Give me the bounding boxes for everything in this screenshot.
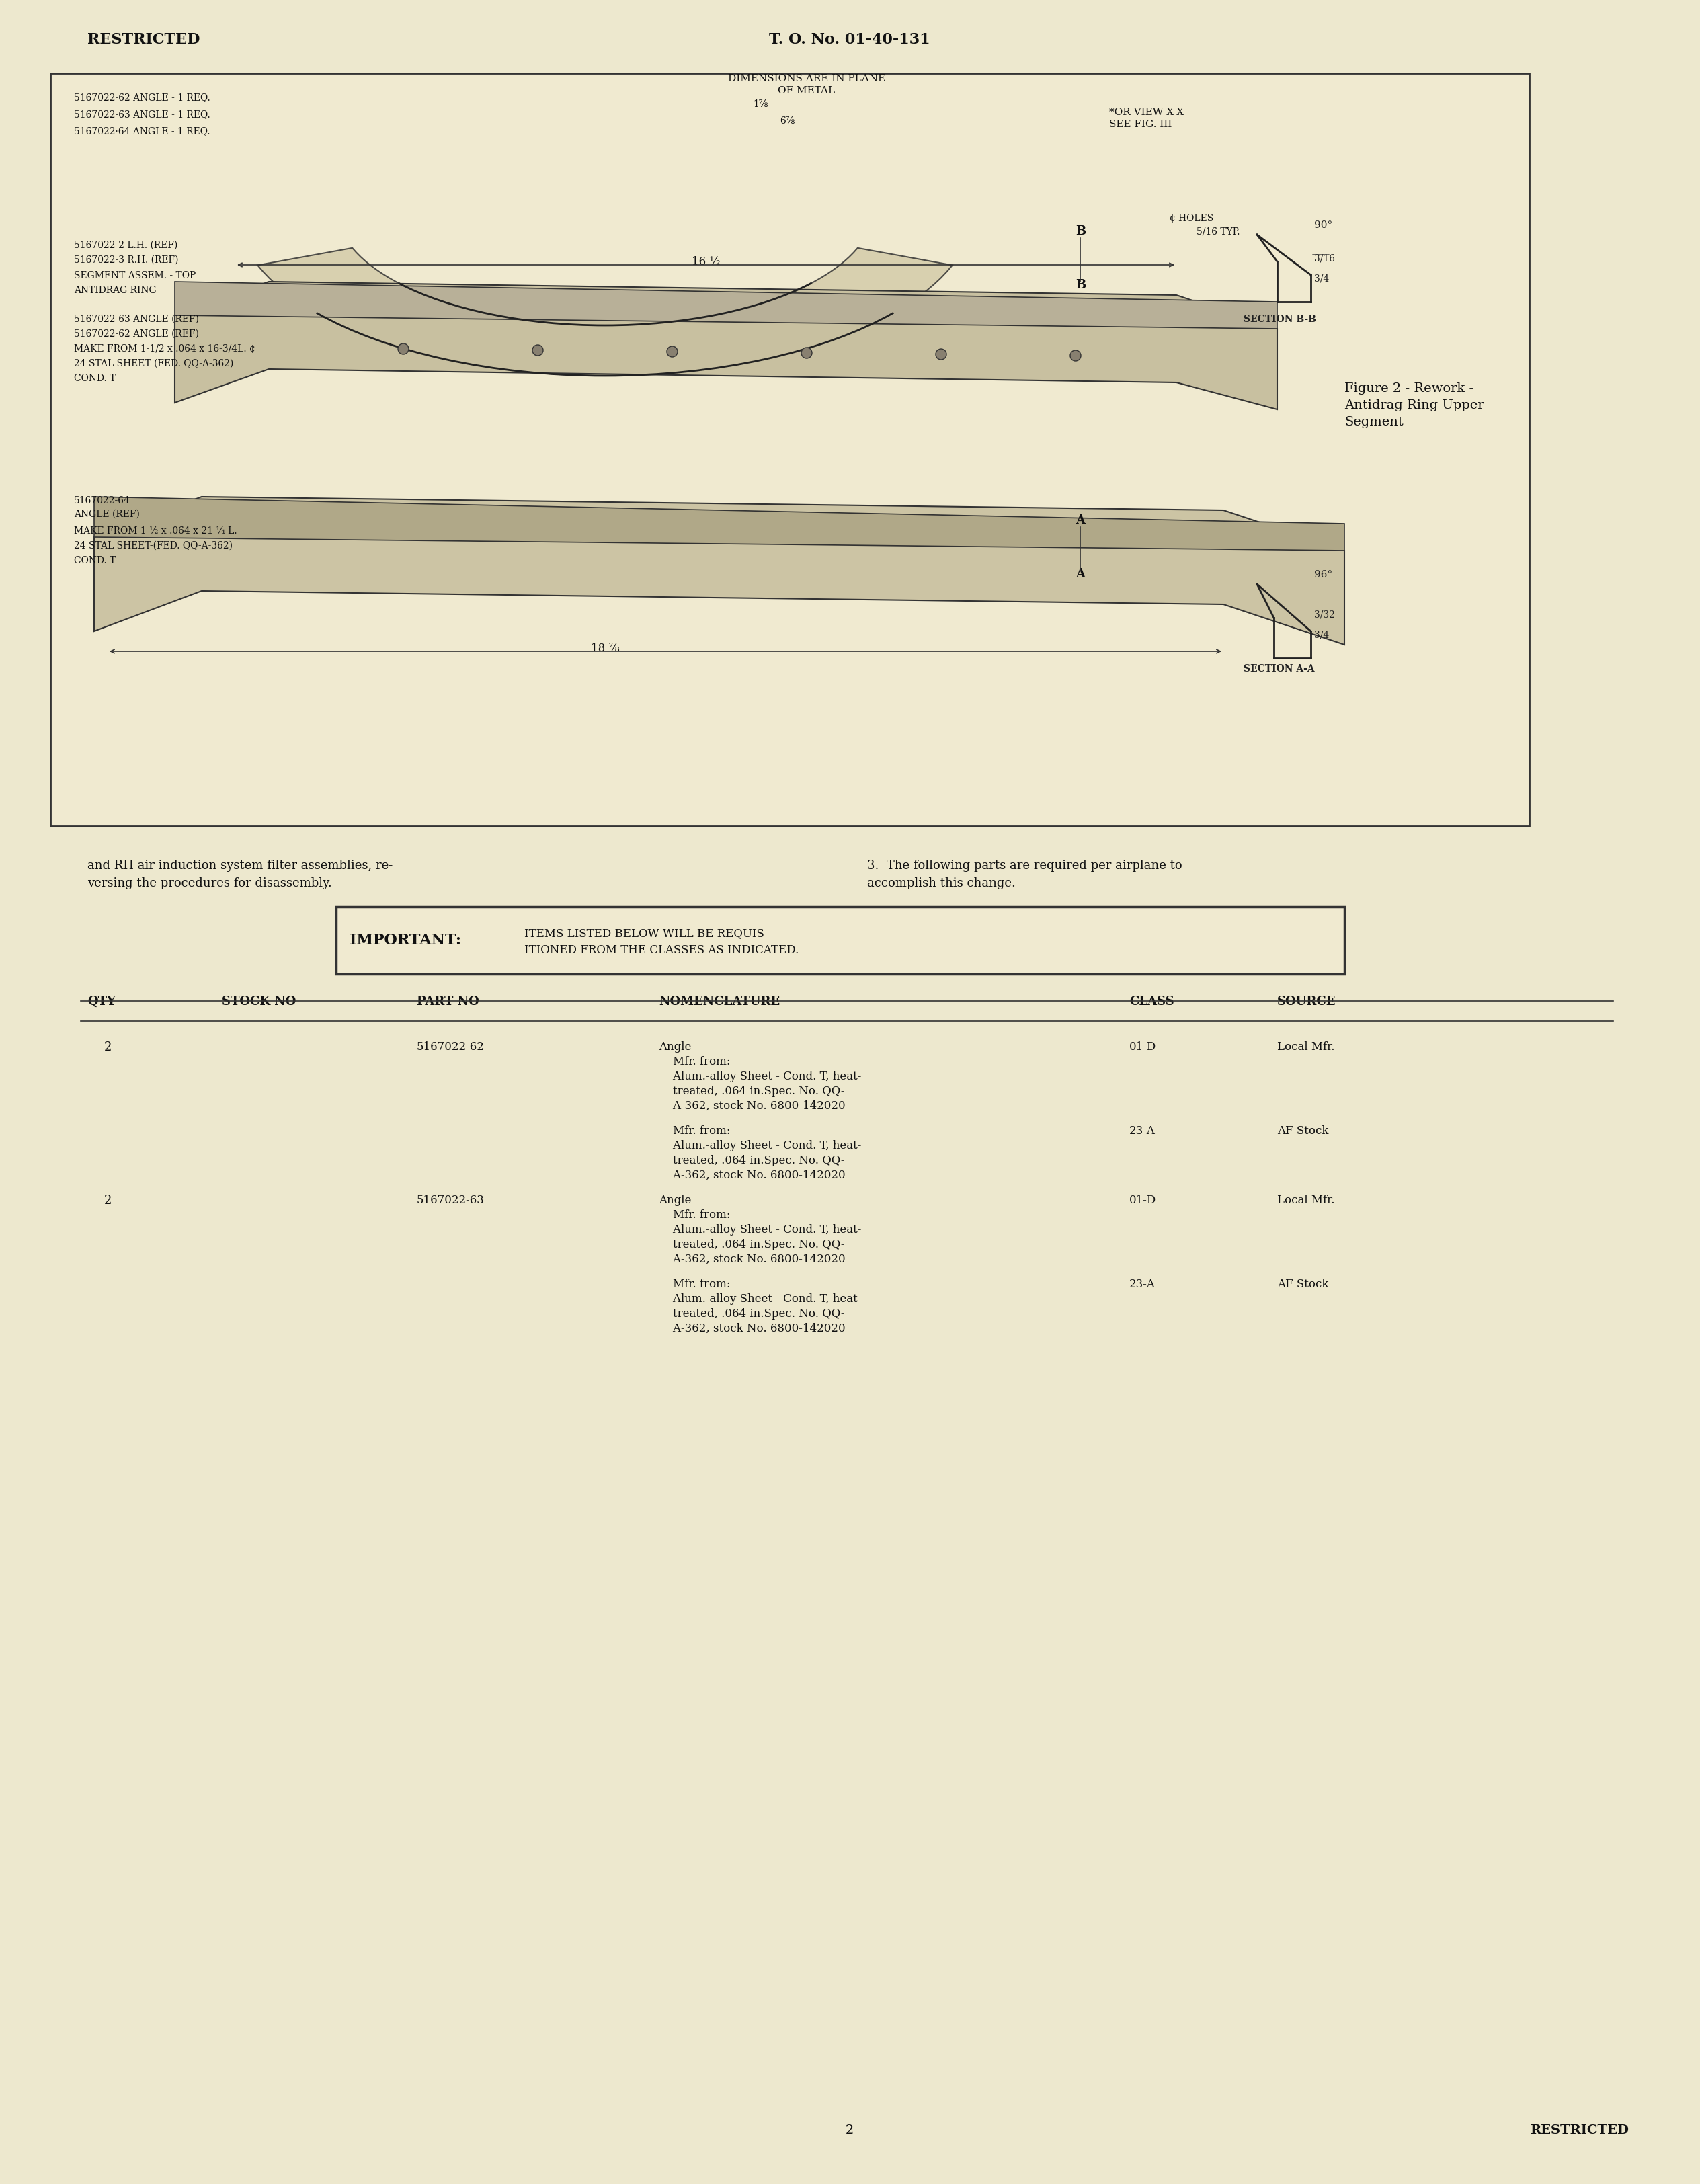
Text: 24 STAL SHEET-(FED. QQ-A-362): 24 STAL SHEET-(FED. QQ-A-362) xyxy=(73,542,233,550)
Text: 5167022-3 R.H. (REF): 5167022-3 R.H. (REF) xyxy=(73,256,178,264)
Text: 3/16: 3/16 xyxy=(1314,253,1334,264)
Text: Mfr. from:: Mfr. from: xyxy=(660,1057,731,1068)
Text: MAKE FROM 1-1/2 x .064 x 16-3/4L. ¢: MAKE FROM 1-1/2 x .064 x 16-3/4L. ¢ xyxy=(73,345,255,354)
Text: 5167022-2 L.H. (REF): 5167022-2 L.H. (REF) xyxy=(73,240,178,249)
Text: *OR VIEW X-X
SEE FIG. III: *OR VIEW X-X SEE FIG. III xyxy=(1108,107,1183,129)
Text: 2: 2 xyxy=(104,1042,112,1053)
Text: Alum.-alloy Sheet - Cond. T, heat-: Alum.-alloy Sheet - Cond. T, heat- xyxy=(660,1140,862,1151)
Text: 5167022-62 ANGLE - 1 REQ.: 5167022-62 ANGLE - 1 REQ. xyxy=(73,92,211,103)
Text: SECTION B-B: SECTION B-B xyxy=(1244,314,1316,323)
Text: and RH air induction system filter assemblies, re-
versing the procedures for di: and RH air induction system filter assem… xyxy=(87,860,393,889)
Text: IMPORTANT:: IMPORTANT: xyxy=(350,933,461,948)
Text: SECTION A-A: SECTION A-A xyxy=(1244,664,1314,673)
Text: 5167022·64 ANGLE - 1 REQ.: 5167022·64 ANGLE - 1 REQ. xyxy=(73,127,211,135)
Text: 23-A: 23-A xyxy=(1129,1125,1156,1136)
Circle shape xyxy=(801,347,813,358)
Text: 1⅞: 1⅞ xyxy=(753,100,768,109)
Text: 3/32: 3/32 xyxy=(1314,609,1334,620)
Text: A-362, stock No. 6800-142020: A-362, stock No. 6800-142020 xyxy=(660,1171,845,1182)
Text: treated, .064 in.Spec. No. QQ-: treated, .064 in.Spec. No. QQ- xyxy=(660,1238,845,1249)
Text: A-362, stock No. 6800-142020: A-362, stock No. 6800-142020 xyxy=(660,1324,845,1334)
Text: 16 ½: 16 ½ xyxy=(692,256,721,266)
Text: 2: 2 xyxy=(104,1195,112,1206)
Text: SOURCE: SOURCE xyxy=(1277,996,1336,1007)
Text: Alum.-alloy Sheet - Cond. T, heat-: Alum.-alloy Sheet - Cond. T, heat- xyxy=(660,1223,862,1236)
Circle shape xyxy=(935,349,947,360)
Text: ¢ HOLES: ¢ HOLES xyxy=(1170,214,1214,223)
Text: ITEMS LISTED BELOW WILL BE REQUIS-: ITEMS LISTED BELOW WILL BE REQUIS- xyxy=(524,928,768,939)
Text: ITIONED FROM THE CLASSES AS INDICATED.: ITIONED FROM THE CLASSES AS INDICATED. xyxy=(524,946,799,957)
Text: 18 ⁷⁄₈: 18 ⁷⁄₈ xyxy=(590,642,619,653)
Bar xyxy=(51,74,1530,826)
Text: 23-A: 23-A xyxy=(1129,1278,1156,1291)
Circle shape xyxy=(532,345,542,356)
Text: 24 STAL SHEET (FED. QQ-A-362): 24 STAL SHEET (FED. QQ-A-362) xyxy=(73,358,233,369)
Text: A: A xyxy=(1076,513,1085,526)
Text: 96°: 96° xyxy=(1314,570,1333,579)
Text: MAKE FROM 1 ½ x .064 x 21 ¼ L.: MAKE FROM 1 ½ x .064 x 21 ¼ L. xyxy=(73,526,236,535)
Text: Alum.-alloy Sheet - Cond. T, heat-: Alum.-alloy Sheet - Cond. T, heat- xyxy=(660,1070,862,1083)
Text: 5167022-62: 5167022-62 xyxy=(416,1042,484,1053)
Polygon shape xyxy=(175,282,1277,330)
Text: A-362, stock No. 6800-142020: A-362, stock No. 6800-142020 xyxy=(660,1254,845,1265)
Text: AF Stock: AF Stock xyxy=(1277,1278,1328,1291)
Text: 5/16 TYP.: 5/16 TYP. xyxy=(1197,227,1239,236)
Text: T. O. No. 01-40-131: T. O. No. 01-40-131 xyxy=(768,33,930,48)
Text: B: B xyxy=(1076,225,1086,238)
Text: Angle: Angle xyxy=(660,1195,692,1206)
Text: treated, .064 in.Spec. No. QQ-: treated, .064 in.Spec. No. QQ- xyxy=(660,1155,845,1166)
Text: 90°: 90° xyxy=(1314,221,1333,229)
FancyBboxPatch shape xyxy=(337,906,1345,974)
Text: RESTRICTED: RESTRICTED xyxy=(87,33,201,48)
Text: STOCK NO: STOCK NO xyxy=(221,996,296,1007)
Text: 3/4: 3/4 xyxy=(1314,631,1329,640)
Circle shape xyxy=(666,347,678,356)
Text: - 2 -: - 2 - xyxy=(836,2125,862,2136)
Text: Mfr. from:: Mfr. from: xyxy=(660,1210,731,1221)
Polygon shape xyxy=(94,496,1345,550)
Circle shape xyxy=(398,343,408,354)
Text: A-362, stock No. 6800-142020: A-362, stock No. 6800-142020 xyxy=(660,1101,845,1112)
Polygon shape xyxy=(258,249,952,376)
Text: Local Mfr.: Local Mfr. xyxy=(1277,1042,1334,1053)
Text: PART NO: PART NO xyxy=(416,996,479,1007)
Text: Local Mfr.: Local Mfr. xyxy=(1277,1195,1334,1206)
Text: COND. T: COND. T xyxy=(73,557,116,566)
Text: A: A xyxy=(1076,568,1085,581)
Text: 5167022-62 ANGLE (REF): 5167022-62 ANGLE (REF) xyxy=(73,330,199,339)
Text: COND. T: COND. T xyxy=(73,373,116,382)
Text: ANGLE (REF): ANGLE (REF) xyxy=(73,509,139,520)
Text: SEGMENT ASSEM. - TOP: SEGMENT ASSEM. - TOP xyxy=(73,271,196,280)
Circle shape xyxy=(1069,349,1081,360)
Text: 01-D: 01-D xyxy=(1129,1195,1156,1206)
Text: treated, .064 in.Spec. No. QQ-: treated, .064 in.Spec. No. QQ- xyxy=(660,1308,845,1319)
Text: 5167022-64: 5167022-64 xyxy=(73,496,131,505)
Polygon shape xyxy=(175,282,1277,408)
Text: Alum.-alloy Sheet - Cond. T, heat-: Alum.-alloy Sheet - Cond. T, heat- xyxy=(660,1293,862,1304)
Text: 5167022-63 ANGLE (REF): 5167022-63 ANGLE (REF) xyxy=(73,314,199,323)
Text: 5167022-63: 5167022-63 xyxy=(416,1195,484,1206)
Polygon shape xyxy=(94,496,1345,644)
Text: Angle: Angle xyxy=(660,1042,692,1053)
Text: QTY: QTY xyxy=(87,996,116,1007)
Text: Mfr. from:: Mfr. from: xyxy=(660,1125,731,1136)
Text: B: B xyxy=(1076,280,1086,290)
Text: 6⅞: 6⅞ xyxy=(780,116,794,127)
Text: Figure 2 - Rework -
Antidrag Ring Upper
Segment: Figure 2 - Rework - Antidrag Ring Upper … xyxy=(1345,382,1484,428)
Text: 3.  The following parts are required per airplane to
accomplish this change.: 3. The following parts are required per … xyxy=(867,860,1181,889)
Text: CLASS: CLASS xyxy=(1129,996,1175,1007)
Text: 01-D: 01-D xyxy=(1129,1042,1156,1053)
Text: AF Stock: AF Stock xyxy=(1277,1125,1328,1136)
Text: DIMENSIONS ARE IN PLANE
OF METAL: DIMENSIONS ARE IN PLANE OF METAL xyxy=(728,74,886,96)
Text: 5167022-63 ANGLE - 1 REQ.: 5167022-63 ANGLE - 1 REQ. xyxy=(73,109,211,118)
Text: RESTRICTED: RESTRICTED xyxy=(1530,2125,1629,2136)
Text: ANTIDRAG RING: ANTIDRAG RING xyxy=(73,286,156,295)
Text: 3/4: 3/4 xyxy=(1314,275,1329,284)
Text: treated, .064 in.Spec. No. QQ-: treated, .064 in.Spec. No. QQ- xyxy=(660,1085,845,1096)
Text: NOMENCLATURE: NOMENCLATURE xyxy=(660,996,780,1007)
Text: Mfr. from:: Mfr. from: xyxy=(660,1278,731,1291)
